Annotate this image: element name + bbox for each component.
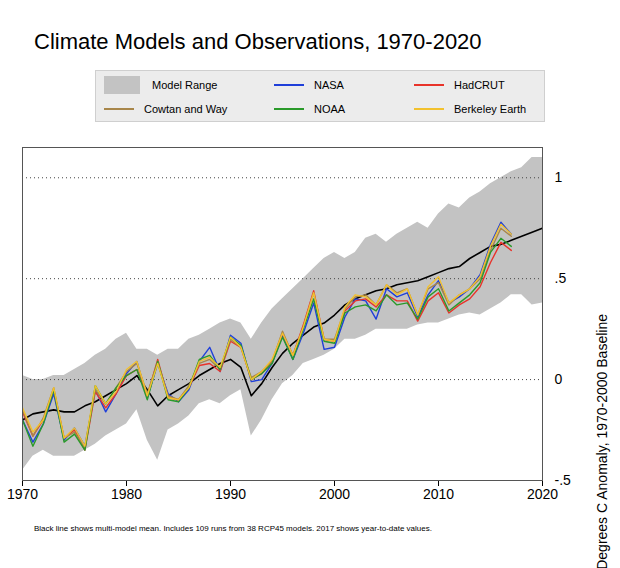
svg-text:Degrees C Anomaly, 1970-2000 B: Degrees C Anomaly, 1970-2000 Baseline <box>594 314 610 568</box>
svg-text:2020: 2020 <box>527 486 558 502</box>
svg-text:1: 1 <box>555 169 563 185</box>
svg-text:.5: .5 <box>555 270 567 286</box>
svg-text:1980: 1980 <box>111 486 142 502</box>
html-text:Berkeley Earth: Berkeley Earth <box>454 103 527 115</box>
svg-text:-.5: -.5 <box>554 472 571 488</box>
html-text:HadCRUT: HadCRUT <box>454 79 505 91</box>
svg-text:0: 0 <box>555 371 563 387</box>
html-text:Black line shows multi-model m: Black line shows multi-model mean. Inclu… <box>34 524 432 533</box>
html-text:Climate Models and Observation: Climate Models and Observations, 1970-20… <box>34 29 482 54</box>
html-text:Model Range: Model Range <box>152 79 218 91</box>
svg-text:2010: 2010 <box>423 486 454 502</box>
svg-text:2000: 2000 <box>319 486 350 502</box>
svg-text:1990: 1990 <box>215 486 246 502</box>
html-text:NOAA: NOAA <box>314 103 346 115</box>
svg-text:1970: 1970 <box>7 486 38 502</box>
html-text:NASA: NASA <box>314 79 344 91</box>
html-text:Cowtan and Way: Cowtan and Way <box>144 103 228 115</box>
